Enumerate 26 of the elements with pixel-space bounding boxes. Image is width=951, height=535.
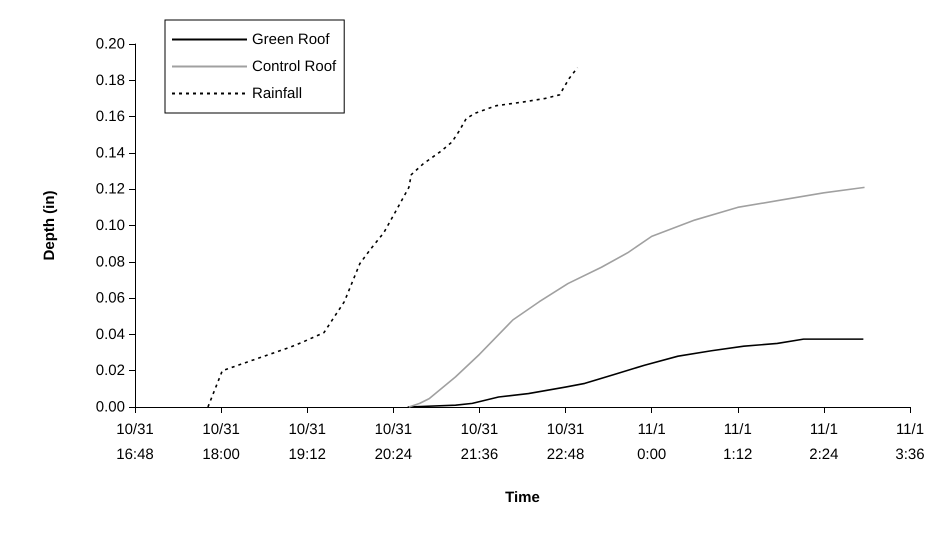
- x-tick-label: 10/31 22:48: [546, 421, 584, 463]
- y-tick-label: 0.00: [96, 398, 125, 416]
- x-tick-label: 11/1 1:12: [723, 421, 752, 463]
- y-tick-label: 0.04: [96, 326, 125, 343]
- y-tick-label: 0.08: [96, 253, 125, 270]
- x-tick-label: 10/31 16:48: [116, 421, 154, 463]
- y-tick-label: 0.06: [96, 290, 125, 307]
- x-tick-label: 10/31 19:12: [288, 421, 326, 463]
- y-tick-label: 0.20: [96, 36, 125, 52]
- y-tick-label: 0.02: [96, 362, 125, 380]
- y-tick-label: 0.18: [96, 72, 125, 89]
- y-axis-title: Depth (in): [41, 190, 58, 260]
- x-tick-label: 11/1 2:24: [809, 421, 838, 463]
- y-tick-label: 0.16: [96, 108, 125, 126]
- y-tick-label: 0.14: [96, 144, 125, 162]
- x-tick-label: 10/31 18:00: [202, 421, 240, 463]
- y-tick-label: 0.10: [96, 217, 125, 234]
- y-tick-label: 0.12: [96, 180, 125, 198]
- legend-label: Rainfall: [252, 85, 302, 102]
- x-tick-label: 10/31 20:24: [374, 421, 412, 463]
- legend-label: Green Roof: [252, 31, 330, 48]
- x-tick-label: 11/1 3:36: [895, 421, 925, 463]
- x-axis-title: Time: [505, 489, 540, 506]
- x-tick-label: 10/31 21:36: [460, 421, 498, 463]
- x-tick-label: 11/1 0:00: [637, 421, 666, 463]
- legend-label: Control Roof: [252, 58, 338, 75]
